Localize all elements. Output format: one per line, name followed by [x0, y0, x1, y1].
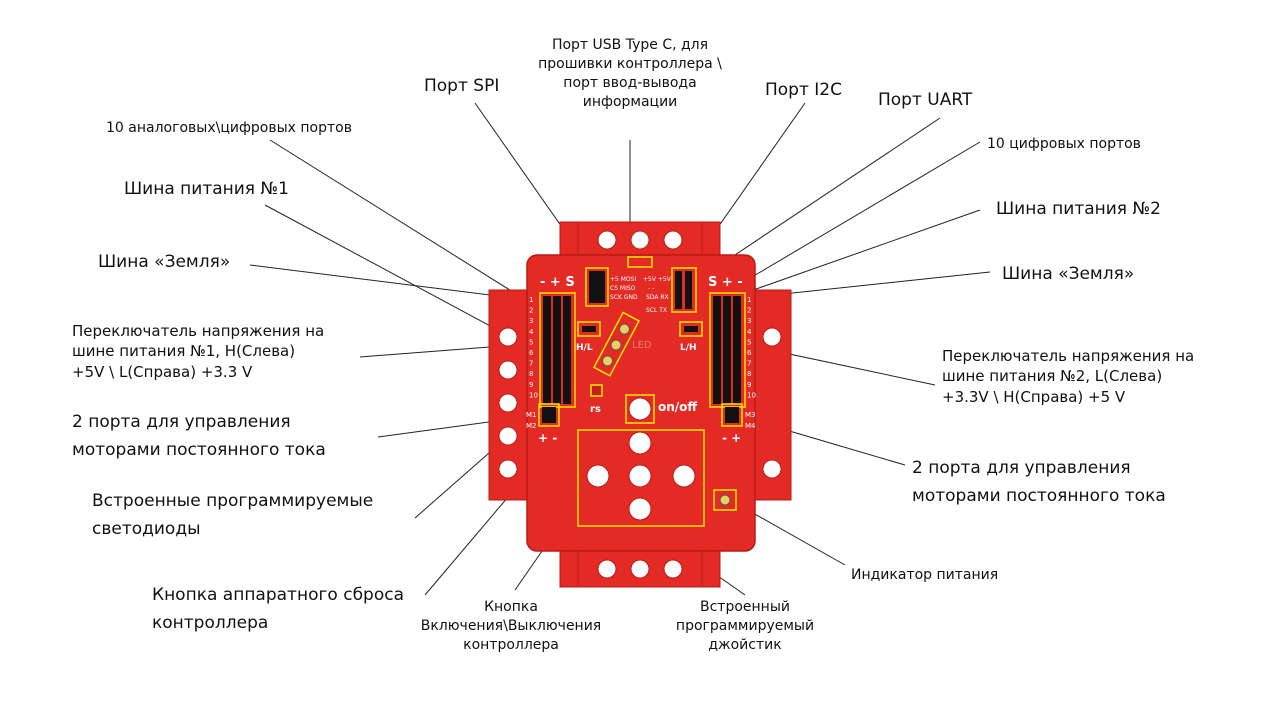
silk-m2: M2 — [526, 422, 537, 430]
pins-right-pin-9: 9 — [747, 381, 751, 389]
pins-right-pin-6: 6 — [747, 349, 752, 357]
label-leds: Встроенные программируемые светодиоды — [92, 491, 374, 540]
motor-port-left — [538, 403, 560, 427]
motor-port-right — [721, 403, 743, 427]
pin-numbers-right: 1 2 3 4 5 6 7 8 9 10 — [747, 296, 756, 399]
pins-right-pin-8: 8 — [747, 370, 751, 378]
pins-left-pin-1: 1 — [529, 296, 533, 304]
pins-left-pin-7: 7 — [529, 360, 533, 368]
i2c-header-outline — [671, 267, 697, 313]
pins-right-pin-2: 2 — [747, 307, 751, 315]
silk-i2c-1: +5V +5V — [643, 276, 672, 283]
label-digital: 10 цифровых портов — [987, 136, 1141, 152]
switch-bus1 — [577, 321, 601, 337]
power-button-outline — [625, 394, 655, 424]
label-motors-left: 2 порта для управления моторами постоянн… — [72, 412, 326, 461]
joystick-outline — [577, 429, 705, 527]
label-reset: Кнопка аппаратного сброса контроллера — [152, 585, 405, 634]
label-joystick: Встроенный программируемый джойстик — [675, 599, 815, 653]
silk-rs: rs — [590, 404, 601, 415]
silk-m4: M4 — [745, 422, 756, 430]
pins-left-pin-6: 6 — [529, 349, 534, 357]
silk-i2c-3: SDA RX — [646, 294, 669, 301]
pins-right-pin-3: 3 — [747, 317, 751, 325]
leader-digital — [729, 141, 981, 291]
pins-right-pin-4: 4 — [747, 328, 752, 336]
label-power-led: Индикатор питания — [851, 567, 999, 583]
pins-left-pin-10: 10 — [529, 391, 538, 399]
pins-left-pin-2: 2 — [529, 307, 533, 315]
power-button — [628, 397, 652, 421]
power-led-outline — [713, 489, 737, 511]
leader-analog — [269, 139, 546, 313]
power-led — [719, 494, 731, 506]
silk-onoff: on/off — [658, 400, 697, 414]
leader-bus2 — [724, 209, 981, 301]
label-uart: Порт UART — [878, 90, 973, 110]
silk-i2c-2: - - — [648, 285, 654, 292]
left-bracket — [488, 289, 528, 501]
silk-led: LED — [632, 340, 652, 351]
pins-left-pin-3: 3 — [529, 317, 533, 325]
silk-i2c-4: SCL TX — [646, 307, 667, 314]
silkscreen: - + S S + - +5 MOSI CS MISO SCK GND +5V … — [526, 275, 756, 445]
silk-bottom-right: - + — [722, 431, 741, 445]
label-ground-right: Шина «Земля» — [1002, 264, 1135, 284]
label-spi: Порт SPI — [424, 76, 500, 96]
label-switch1: Переключатель напряжения на шине питания… — [72, 322, 325, 381]
silk-left-rail: - + S — [540, 275, 575, 290]
pins-left-pin-4: 4 — [529, 328, 534, 336]
silk-spi-3: SCK GND — [610, 294, 638, 301]
silk-sw2: L/H — [680, 343, 697, 353]
label-i2c: Порт I2C — [765, 80, 842, 100]
label-motors-right: 2 порта для управления моторами постоянн… — [912, 458, 1166, 507]
silk-right-rail: S + - — [708, 275, 743, 290]
pins-right-pin-10: 10 — [747, 391, 756, 399]
silk-m1: M1 — [526, 411, 537, 419]
label-usb: Порт USB Type C, для прошивки контроллер… — [538, 37, 722, 110]
right-bracket — [754, 289, 792, 501]
silk-m3: M3 — [745, 411, 756, 419]
silk-spi-2: CS MISO — [610, 285, 636, 292]
silk-sw1: H/L — [576, 343, 593, 353]
label-bus1: Шина питания №1 — [124, 179, 289, 199]
silk-spi-1: +5 MOSI — [610, 276, 636, 283]
label-bus2: Шина питания №2 — [996, 199, 1161, 219]
usb-port-outline — [627, 256, 653, 268]
label-analog: 10 аналоговых\цифровых портов — [106, 120, 352, 136]
bottom-bracket — [559, 544, 721, 588]
label-switch2: Переключатель напряжения на шине питания… — [942, 347, 1195, 406]
reset-button — [590, 384, 603, 397]
pins-left-pin-9: 9 — [529, 381, 533, 389]
label-power-button: Кнопка Включения\Выключения контроллера — [420, 599, 602, 653]
left-header-outline — [539, 292, 576, 408]
leader-gnd-left — [249, 264, 531, 301]
pin-numbers-left: 1 2 3 4 5 6 7 8 9 10 — [529, 296, 538, 399]
switch-bus2 — [679, 321, 703, 337]
pins-left-pin-8: 8 — [529, 370, 533, 378]
pins-right-pin-5: 5 — [747, 338, 751, 346]
silk-bottom-left: + - — [538, 431, 557, 445]
pins-right-pin-7: 7 — [747, 360, 751, 368]
spi-header-outline — [585, 267, 609, 307]
label-ground-left: Шина «Земля» — [98, 252, 231, 272]
pins-right-pin-1: 1 — [747, 296, 751, 304]
pins-left-pin-5: 5 — [529, 338, 533, 346]
led-strip — [592, 311, 640, 377]
